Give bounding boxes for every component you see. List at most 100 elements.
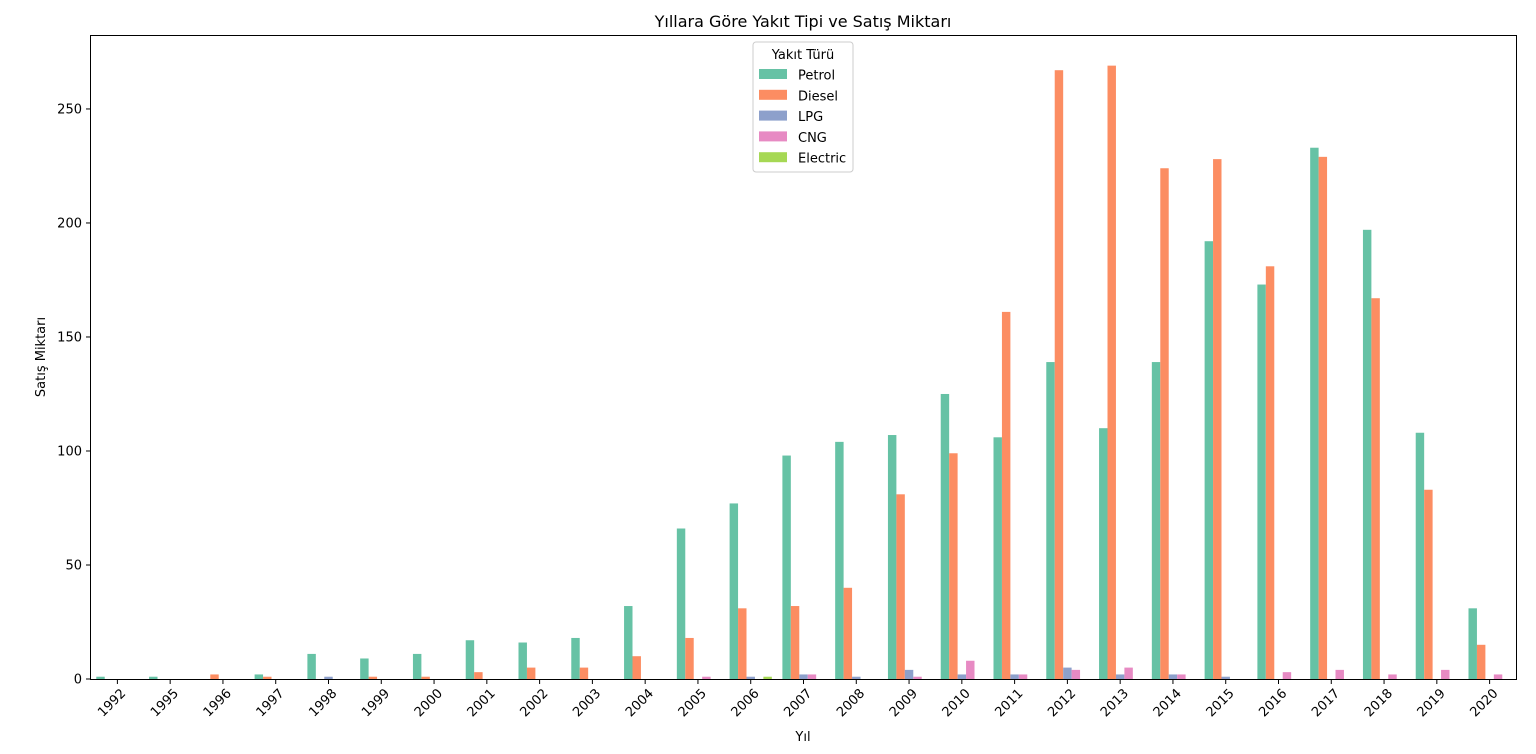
bar-lpg [852,676,861,679]
x-tick-label: 2012 [1045,686,1079,720]
x-tick-label: 2018 [1362,686,1396,720]
x-tick-label: 2014 [1151,686,1185,720]
bar-diesel [1265,266,1275,679]
bar-diesel [1107,65,1116,679]
y-tick-label: 0 [74,673,82,688]
bar-diesel [843,587,853,679]
bar-diesel [790,606,800,679]
legend-label: Petrol [798,69,835,84]
legend-label: LPG [798,110,823,125]
x-tick-label: 1998 [306,686,340,720]
y-tick-label: 200 [57,216,82,231]
x-tick-label: 1996 [201,686,235,720]
bar-cng [1388,674,1397,679]
bar-lpg [746,676,755,679]
x-tick-label: 2009 [887,686,921,720]
bar-diesel [263,676,272,679]
bar-petrol [1415,432,1425,679]
bar-diesel [210,674,219,679]
x-tick-label: 2020 [1467,686,1501,720]
x-tick-label: 2013 [1098,686,1132,720]
y-tick-label: 150 [57,330,82,345]
bar-diesel [896,494,905,679]
bar-diesel [632,656,641,679]
bar-diesel [1160,168,1169,679]
bar-lpg [324,676,333,679]
x-tick-label: 2000 [412,686,446,720]
legend-swatch [759,152,787,163]
bar-diesel [421,676,430,679]
bar-petrol [887,435,897,679]
plot-frame [90,35,1517,680]
legend-swatch [759,69,787,79]
x-tick-label: 2002 [517,686,551,720]
x-tick-label: 2006 [729,686,763,720]
bar-cng [1493,674,1503,679]
bar-petrol [1099,428,1108,679]
bar-petrol [782,455,791,679]
bar-petrol [1310,147,1319,680]
bar-petrol [1362,229,1372,679]
x-tick-label: 2011 [992,686,1026,720]
bar-lpg [1063,667,1072,679]
bar-petrol [940,393,950,679]
chart-title: Yıllara Göre Yakıt Tipi ve Satış Miktarı [654,12,952,31]
bar-diesel [1476,644,1486,679]
bar-cng [807,674,817,679]
legend-label: CNG [798,131,827,146]
bar-diesel [579,667,589,679]
bar-petrol [1204,241,1214,679]
bar-diesel [685,637,694,679]
bar-petrol [993,437,1002,679]
bar-petrol [835,441,844,679]
bar-diesel [1213,159,1222,679]
bar-petrol [96,676,105,679]
bar-electric [763,676,772,679]
bar-petrol [676,528,686,679]
x-tick-label: 2010 [940,686,974,720]
bar-petrol [149,676,158,679]
x-axis: 1992 1995 1996 1997 1998 1999 2000 2001 2002 2003… [95,679,1501,720]
x-tick-label: 2016 [1256,686,1290,720]
x-tick-label: 2001 [465,686,499,720]
bar-diesel [1001,311,1011,679]
legend: Yakıt Türü Petrol Diesel LPG CNG Electric [752,41,854,173]
x-tick-label: 1995 [148,686,182,720]
bar-petrol [1151,362,1161,679]
bar-cng [1177,674,1186,679]
bar-petrol [465,640,475,679]
x-tick-label: 1992 [95,686,129,720]
bar-diesel [368,676,378,679]
y-axis: 0 50 100 150 200 250 [57,102,91,688]
bar-cng [1441,669,1450,679]
y-tick-label: 50 [65,558,82,573]
y-tick-label: 250 [57,102,82,117]
bar-cng [1018,674,1028,679]
bar-lpg [1115,674,1125,679]
bar-cng [702,676,711,679]
bar-diesel [1371,298,1380,679]
x-tick-label: 1997 [254,686,288,720]
bar-petrol [518,642,527,679]
x-tick-label: 2005 [676,686,710,720]
legend-swatch [759,110,787,121]
bar-diesel [474,672,483,679]
x-tick-label: 2007 [781,686,815,720]
legend-items: Petrol Diesel LPG CNG Electric [759,69,846,167]
bar-petrol [624,606,633,679]
bars [96,65,1503,680]
bar-petrol [1046,362,1055,679]
bar-cng [1071,669,1081,679]
bar-diesel [738,608,747,679]
bar-lpg [1010,674,1019,679]
x-tick-label: 2017 [1309,686,1343,720]
bar-lpg [1221,676,1230,679]
bar-petrol [360,658,369,679]
bar-cng [1282,672,1292,679]
bar-diesel [526,667,536,679]
x-tick-label: 2003 [570,686,604,720]
bar-lpg [799,674,808,679]
bar-lpg [1168,674,1178,679]
bar-lpg [957,674,967,679]
